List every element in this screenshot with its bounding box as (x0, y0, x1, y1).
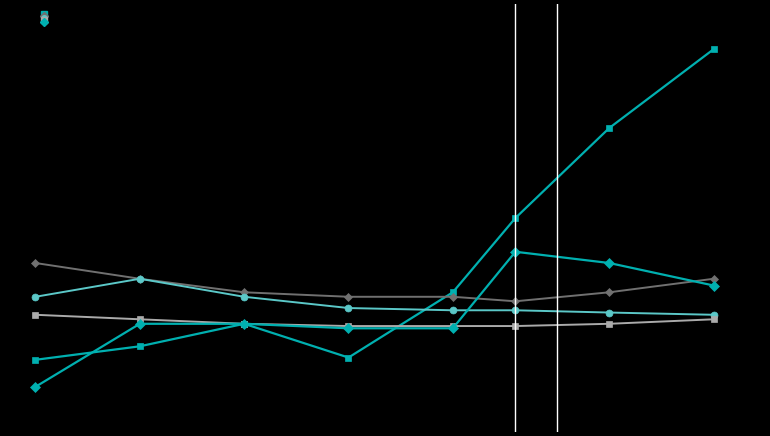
Legend: , , , , : , , , , (43, 14, 47, 22)
